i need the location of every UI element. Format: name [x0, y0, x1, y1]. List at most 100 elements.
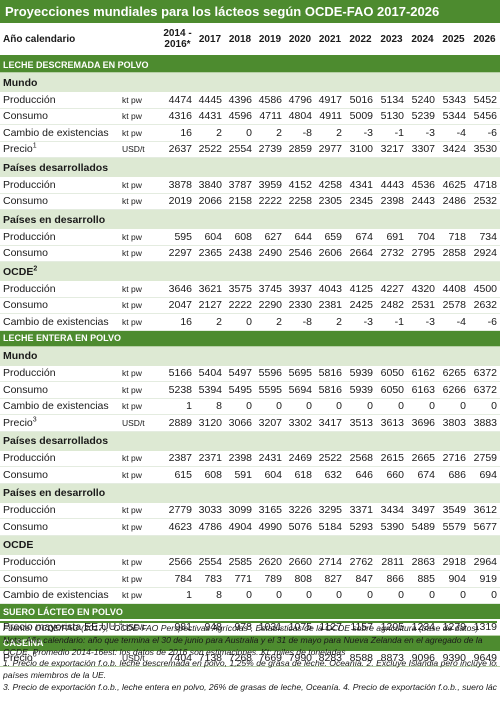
table-row: Precio mayorista EE.UU.4 USD/t 981 948 978 10…: [0, 619, 500, 636]
value-cell: 2863: [407, 554, 438, 571]
row-unit: kt pw: [122, 229, 160, 246]
row-unit: USD/t: [122, 414, 160, 432]
value-cell: 7138: [195, 650, 225, 667]
group-header: Países desarrollados: [0, 430, 500, 451]
value-cell: 3120: [195, 414, 225, 432]
value-cell: 3549: [438, 502, 469, 519]
row-label: Precio3: [0, 414, 122, 432]
value-cell: 5816: [315, 381, 345, 399]
value-cell: 691: [376, 229, 407, 246]
header-row: Año calendario 2014 - 2016* 2017 2018 2019…: [0, 23, 500, 57]
table-body: Año calendario 2014 - 2016* 2017 2018 2019…: [0, 23, 500, 667]
footnote-marker: 4: [119, 620, 122, 628]
value-cell: 4586: [255, 92, 285, 109]
value-cell: 8873: [376, 650, 407, 667]
value-cell: 981: [160, 619, 195, 636]
value-cell: 5130: [376, 108, 407, 125]
group-header: Países en desarrollo: [0, 482, 500, 503]
value-cell: 978: [225, 619, 255, 636]
value-cell: 0: [376, 398, 407, 415]
row-unit: kt pw: [122, 177, 160, 194]
value-cell: 4711: [255, 108, 285, 125]
value-cell: 1075: [285, 619, 315, 636]
table-row: Precio5 USD/t 7404 7138 7268 7669 7990 8283 8588…: [0, 650, 500, 667]
value-cell: -4: [438, 313, 469, 331]
value-cell: 0: [225, 313, 255, 331]
value-cell: 2019: [160, 193, 195, 210]
value-cell: 5939: [345, 365, 376, 382]
value-cell: 6265: [438, 365, 469, 382]
value-cell: 0: [376, 587, 407, 604]
value-cell: 3878: [160, 177, 195, 194]
row-unit: kt pw: [122, 124, 160, 142]
row-label: Consumo: [0, 466, 122, 484]
row-label-text: Producción: [3, 556, 56, 569]
value-cell: 7268: [225, 650, 255, 667]
footnotes: Fuente: OCDE/FAO (2017), “OCDE-FAO Persp…: [0, 621, 497, 694]
row-unit: kt pw: [122, 502, 160, 519]
value-cell: 3803: [438, 414, 469, 432]
value-cell: 2127: [195, 297, 225, 314]
value-cell: 0: [225, 124, 255, 142]
table-row: Precio3 USD/t 2889 3120 3066 3207 3302 3417 3513…: [0, 414, 500, 432]
value-cell: 16: [160, 124, 195, 142]
value-cell: 5595: [255, 381, 285, 399]
value-cell: 5343: [438, 92, 469, 109]
row-label: Producción: [0, 177, 122, 194]
row-label: Consumo: [0, 297, 122, 314]
group-title: Países en desarrollo: [0, 482, 500, 503]
value-cell: 6162: [407, 365, 438, 382]
row-label: Producción: [0, 281, 122, 298]
value-cell: 5816: [315, 365, 345, 382]
group-name: OCDE: [3, 265, 34, 278]
value-cell: 618: [285, 466, 315, 484]
row-unit: kt pw: [122, 381, 160, 399]
value-cell: 5293: [345, 518, 376, 536]
value-cell: 885: [407, 570, 438, 588]
value-cell: 5939: [345, 381, 376, 399]
value-cell: 784: [160, 570, 195, 588]
row-label-text: Consumo: [3, 195, 48, 208]
section-header: LECHE DESCREMADA EN POLVO: [0, 56, 500, 73]
value-cell: 4718: [469, 177, 500, 194]
value-cell: 3621: [195, 281, 225, 298]
value-cell: 4125: [345, 281, 376, 298]
header-unit-cell: [122, 23, 160, 57]
value-cell: 904: [438, 570, 469, 588]
value-cell: 604: [195, 229, 225, 246]
value-cell: 0: [285, 398, 315, 415]
table-row: Cambio de existencias kt pw 1 8 0 0 0 0 0 0 0 0 0: [0, 398, 500, 415]
value-cell: 2438: [225, 245, 255, 262]
value-cell: 3302: [285, 414, 315, 432]
row-label-text: Producción: [3, 93, 56, 106]
row-unit: kt pw: [122, 297, 160, 314]
value-cell: 6372: [469, 381, 500, 399]
row-label-text: Producción: [3, 230, 56, 243]
table-row: Producción kt pw 2779 3033 3099 3165 3226 3295 3…: [0, 502, 500, 519]
row-label: Producción: [0, 92, 122, 109]
value-cell: 2714: [315, 554, 345, 571]
value-cell: 2047: [160, 297, 195, 314]
value-cell: 5240: [407, 92, 438, 109]
value-cell: 3207: [255, 414, 285, 432]
value-cell: 3217: [376, 141, 407, 158]
table-row: Consumo kt pw 4316 4431 4596 4711 4804 4911 5009…: [0, 108, 500, 125]
value-cell: 1: [160, 398, 195, 415]
value-cell: 5239: [407, 108, 438, 125]
value-cell: 4316: [160, 108, 195, 125]
value-cell: 5394: [195, 381, 225, 399]
value-cell: 3099: [225, 502, 255, 519]
value-cell: 0: [407, 398, 438, 415]
value-cell: 4596: [225, 108, 255, 125]
group-header: Países desarrollados: [0, 157, 500, 177]
row-unit: USD/t: [122, 619, 160, 636]
row-label: Cambio de existencias: [0, 398, 122, 415]
table-row: Producción kt pw 2387 2371 2398 2431 2469 2522 2…: [0, 450, 500, 467]
value-cell: 5456: [469, 108, 500, 125]
value-cell: 5497: [225, 365, 255, 382]
value-cell: 734: [469, 229, 500, 246]
row-label-text: Producción: [3, 178, 56, 191]
header-year-base: 2014 - 2016*: [160, 23, 195, 57]
table-row: Producción kt pw 2566 2554 2585 2620 2660 2714 2…: [0, 554, 500, 571]
